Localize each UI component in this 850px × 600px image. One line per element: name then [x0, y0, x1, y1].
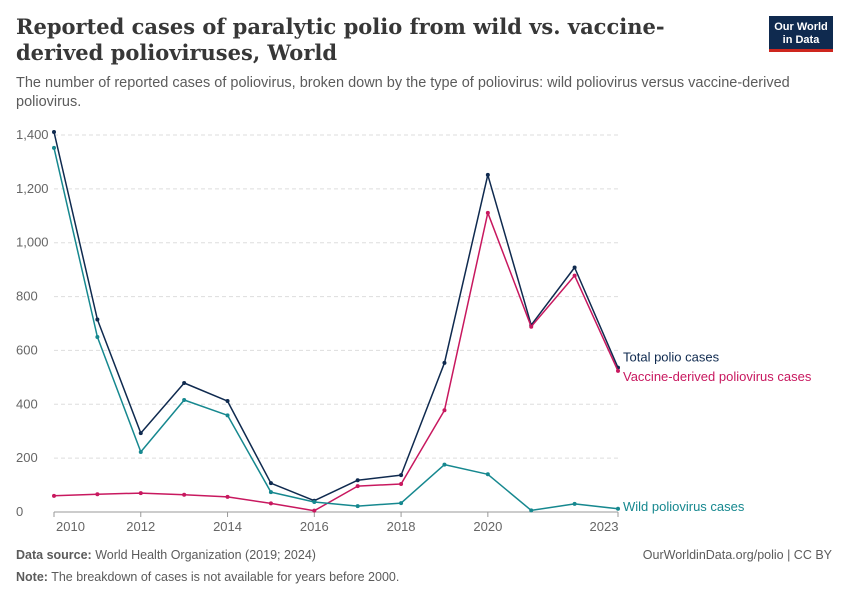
- data-point: [95, 492, 100, 497]
- source-link[interactable]: OurWorldinData.org/polio | CC BY: [642, 548, 832, 562]
- y-tick-label: 1,400: [16, 127, 49, 142]
- data-point: [485, 172, 490, 177]
- series-line-1: [53, 212, 619, 512]
- data-point: [225, 494, 230, 499]
- x-tick-label: 2014: [213, 519, 242, 534]
- data-point: [268, 501, 273, 506]
- note-label: Note:: [16, 570, 48, 584]
- footnote: Note: The breakdown of cases is not avai…: [16, 570, 399, 584]
- series-label: Vaccine-derived poliovirus cases: [623, 369, 812, 384]
- y-tick-label: 200: [16, 450, 38, 465]
- note-text: The breakdown of cases is not available …: [51, 570, 400, 584]
- data-point: [616, 506, 620, 511]
- y-tick-label: 800: [16, 289, 38, 304]
- data-point: [182, 381, 187, 386]
- data-point: [138, 491, 143, 496]
- data-point: [355, 478, 360, 483]
- data-point: [182, 397, 187, 402]
- data-point: [399, 473, 404, 478]
- data-source-label: Data source:: [16, 548, 92, 562]
- x-tick-label: 2020: [473, 519, 502, 534]
- data-point: [268, 490, 273, 495]
- data-point: [572, 273, 577, 278]
- data-point: [442, 408, 447, 413]
- data-point: [52, 130, 56, 135]
- data-point: [268, 481, 273, 486]
- data-point: [312, 508, 317, 513]
- data-point: [442, 360, 447, 365]
- owid-logo[interactable]: Our World in Data: [769, 16, 833, 52]
- data-point: [616, 368, 620, 373]
- series-label: Total polio cases: [623, 350, 720, 365]
- series-line-0: [53, 131, 619, 502]
- y-tick-label: 1,000: [16, 235, 49, 250]
- chart-subtitle: The number of reported cases of poliovir…: [16, 75, 790, 110]
- data-point: [52, 493, 56, 498]
- y-tick-label: 0: [16, 504, 23, 519]
- data-point: [138, 449, 143, 454]
- data-point: [572, 501, 577, 506]
- chart-title: Reported cases of paralytic polio from w…: [16, 14, 665, 65]
- data-source: Data source: World Health Organization (…: [16, 548, 316, 562]
- x-tick-label: 2023: [590, 519, 619, 534]
- logo-line-2: in Data: [782, 34, 820, 46]
- data-point: [529, 508, 534, 513]
- data-point: [225, 399, 230, 404]
- data-source-text: World Health Organization (2019; 2024): [95, 548, 316, 562]
- data-point: [182, 492, 187, 497]
- data-point: [52, 145, 56, 150]
- logo-line-1: Our World: [774, 21, 828, 33]
- data-point: [95, 334, 100, 339]
- data-point: [399, 481, 404, 486]
- x-tick-label: 2010: [56, 519, 85, 534]
- data-point: [355, 484, 360, 489]
- data-point: [355, 504, 360, 509]
- series-label: Wild poliovirus cases: [623, 499, 745, 514]
- data-point: [312, 500, 317, 505]
- data-point: [225, 413, 230, 418]
- data-point: [485, 210, 490, 215]
- data-point: [572, 265, 577, 270]
- data-point: [399, 501, 404, 506]
- data-point: [442, 462, 447, 467]
- data-point: [138, 431, 143, 436]
- x-tick-label: 2016: [300, 519, 329, 534]
- x-tick-label: 2012: [126, 519, 155, 534]
- series-line-2: [53, 147, 619, 512]
- data-point: [95, 317, 100, 322]
- y-tick-label: 400: [16, 396, 38, 411]
- y-tick-label: 1,200: [16, 181, 49, 196]
- data-point: [485, 472, 490, 477]
- data-point: [529, 324, 534, 329]
- x-tick-label: 2018: [387, 519, 416, 534]
- y-tick-label: 600: [16, 342, 38, 357]
